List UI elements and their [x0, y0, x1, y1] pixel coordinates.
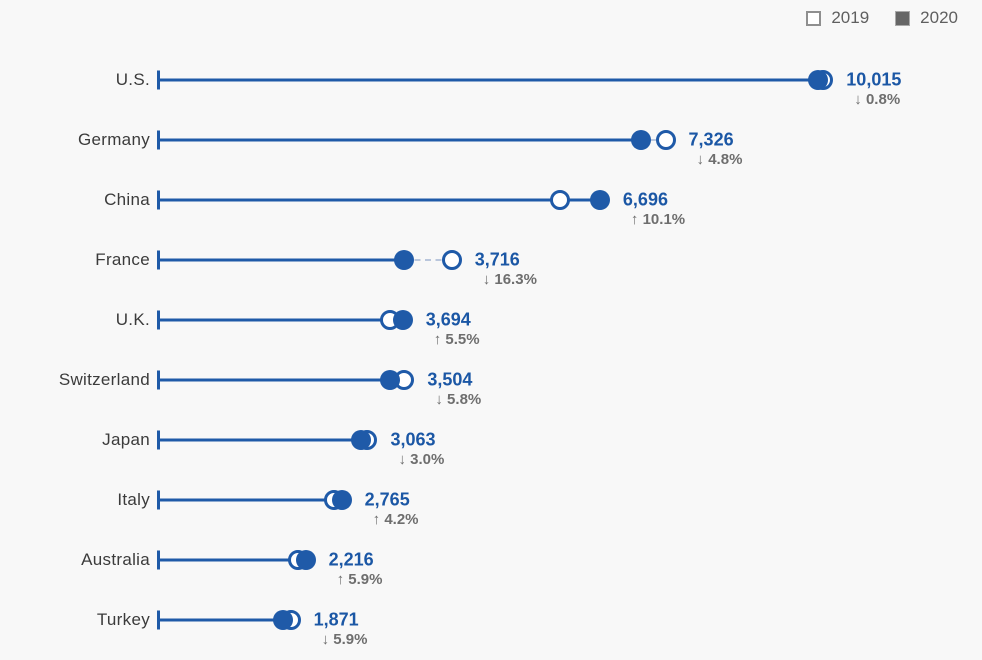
category-label: U.K.: [115, 310, 150, 329]
chart-row-switzerland: Switzerland 3,504 ↓ 5.8%: [0, 350, 982, 410]
marker-2020[interactable]: [631, 130, 652, 150]
change-label: ↓ 0.8%: [854, 91, 901, 108]
change-label: ↓ 5.9%: [321, 631, 368, 648]
marker-2019[interactable]: [441, 250, 462, 270]
value-label: 2,765: [364, 489, 410, 510]
chart-row-uk: U.K. 3,694 ↑ 5.5%: [0, 290, 982, 350]
chart-row-germany: Germany 7,326 ↓ 4.8%: [0, 110, 982, 170]
marker-2020[interactable]: [295, 550, 316, 570]
marker-2020[interactable]: [394, 250, 415, 270]
chart-row-china: China 6,696 ↑ 10.1%: [0, 170, 982, 230]
change-label: ↓ 5.8%: [435, 391, 482, 408]
change-label: ↓ 16.3%: [482, 271, 537, 288]
value-label: 3,504: [427, 369, 473, 390]
chart-row-turkey: Turkey 1,871 ↓ 5.9%: [0, 590, 982, 650]
connector-line: [158, 198, 600, 202]
category-label: China: [104, 190, 150, 209]
marker-2020[interactable]: [331, 490, 352, 510]
legend-filled-square-icon: [895, 10, 911, 26]
change-label: ↓ 3.0%: [398, 451, 445, 468]
marker-2020[interactable]: [380, 370, 401, 390]
connector-line: [158, 138, 642, 142]
category-label: Germany: [77, 130, 150, 149]
category-label: Turkey: [96, 610, 150, 629]
marker-2019[interactable]: [549, 190, 570, 210]
chart-row-australia: Australia 2,216 ↑ 5.9%: [0, 530, 982, 590]
change-label: ↓ 4.8%: [696, 151, 743, 168]
legend-label-2019: 2019: [831, 8, 870, 27]
legend-item-2019[interactable]: 2019: [806, 8, 869, 28]
value-label: 10,015: [846, 69, 902, 90]
marker-2020[interactable]: [589, 190, 610, 210]
change-label: ↑ 5.5%: [433, 331, 480, 348]
value-label: 1,871: [313, 609, 359, 630]
connector-line: [158, 438, 362, 442]
value-label: 7,326: [688, 129, 734, 150]
legend-open-square-icon: [806, 10, 822, 26]
marker-2020[interactable]: [807, 70, 828, 90]
marker-2020[interactable]: [392, 310, 413, 330]
dashed-connector: [404, 259, 452, 261]
category-label: Japan: [102, 430, 150, 449]
category-label: Italy: [117, 490, 150, 509]
value-label: 6,696: [622, 189, 668, 210]
dashed-connector: [641, 139, 666, 141]
connector-line: [158, 618, 283, 622]
chart-row-us: U.S. 10,015 ↓ 0.8%: [0, 50, 982, 110]
category-label: Australia: [81, 550, 150, 569]
legend: 2019 2020: [806, 8, 958, 28]
value-label: 3,694: [425, 309, 471, 330]
category-label: U.S.: [115, 70, 150, 89]
value-label: 3,063: [390, 429, 436, 450]
change-label: ↑ 10.1%: [630, 211, 686, 228]
value-label: 3,716: [474, 249, 520, 270]
connector-line: [158, 378, 391, 382]
connector-line: [158, 78, 818, 82]
category-label: France: [95, 250, 150, 269]
connector-line: [158, 558, 306, 562]
chart-row-japan: Japan 3,063 ↓ 3.0%: [0, 410, 982, 470]
category-label: Switzerland: [58, 370, 150, 389]
connector-line: [158, 498, 342, 502]
marker-2020[interactable]: [272, 610, 293, 630]
legend-item-2020[interactable]: 2020: [895, 8, 958, 28]
chart-row-france: France 3,716 ↓ 16.3%: [0, 230, 982, 290]
legend-label-2020: 2020: [920, 8, 958, 27]
marker-2019[interactable]: [655, 130, 676, 150]
value-label: 2,216: [328, 549, 374, 570]
connector-line: [158, 318, 403, 322]
chart-row-italy: Italy 2,765 ↑ 4.2%: [0, 470, 982, 530]
change-label: ↑ 5.9%: [336, 571, 383, 588]
change-label: ↑ 4.2%: [372, 511, 419, 528]
connector-line: [158, 258, 405, 262]
marker-2020[interactable]: [351, 430, 372, 450]
